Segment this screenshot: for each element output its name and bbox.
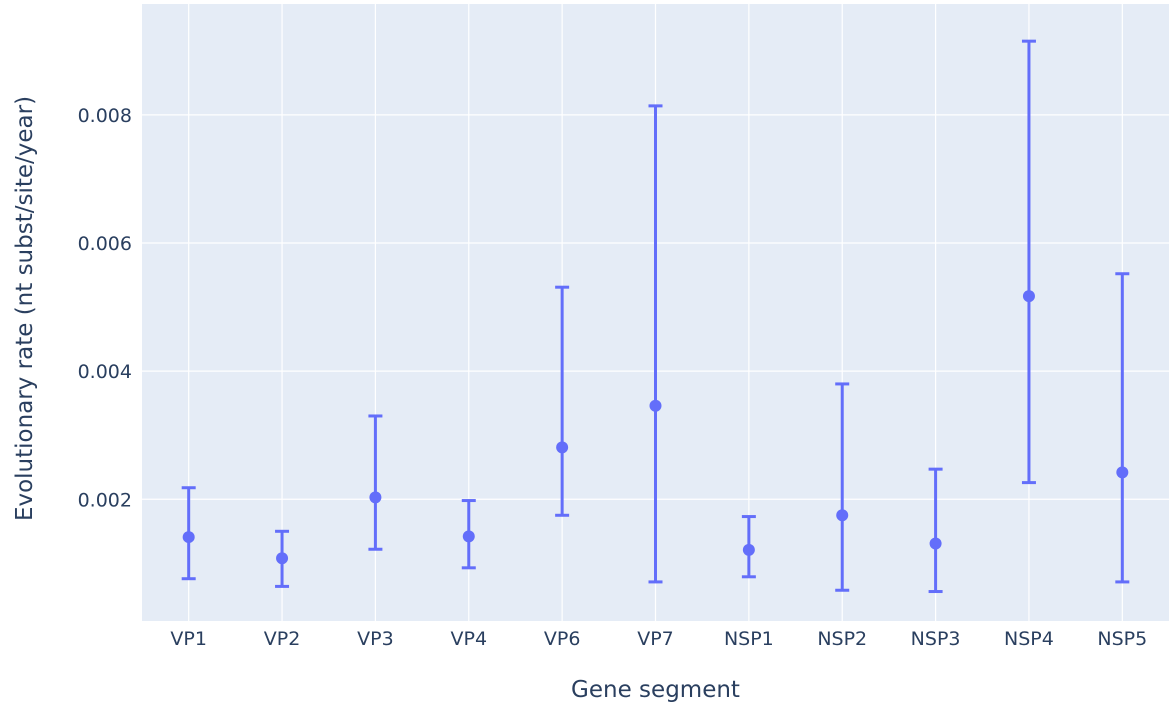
data-point: [836, 509, 849, 522]
data-point: [556, 441, 569, 454]
x-tick-label: VP1: [170, 628, 207, 650]
data-point: [929, 537, 942, 550]
x-tick-label: VP6: [544, 628, 581, 650]
error-bars: [181, 39, 1130, 594]
y-tick-label: 0.004: [78, 361, 132, 383]
y-tick-label: 0.006: [78, 233, 132, 255]
x-tick-label: VP7: [637, 628, 674, 650]
x-tick-label: VP4: [450, 628, 487, 650]
y-axis-title: Evolutionary rate (nt subst/site/year): [12, 96, 38, 521]
data-point: [276, 552, 289, 565]
y-tick-label: 0.008: [78, 105, 132, 127]
data-point: [182, 531, 195, 544]
x-tick-labels: VP1 VP2 VP3 VP4 VP6 VP7 NSP1 NSP2 NSP3 NSP4 NSP5: [170, 628, 1147, 650]
data-point: [369, 491, 382, 504]
x-tick-label: VP3: [357, 628, 394, 650]
x-tick-label: NSP5: [1097, 628, 1147, 650]
y-tick-labels: 0.002 0.004 0.006 0.008: [78, 105, 132, 511]
x-tick-label: NSP3: [911, 628, 961, 650]
data-point: [1116, 466, 1129, 479]
data-points: [182, 290, 1129, 565]
data-point: [649, 399, 662, 412]
x-tick-label: NSP1: [724, 628, 774, 650]
data-point: [742, 543, 755, 556]
data-point: [1022, 290, 1035, 303]
x-tick-label: VP2: [264, 628, 301, 650]
x-tick-label: NSP2: [817, 628, 867, 650]
y-tick-label: 0.002: [78, 489, 132, 511]
x-tick-label: NSP4: [1004, 628, 1054, 650]
data-point: [462, 530, 475, 543]
x-axis-title: Gene segment: [571, 677, 740, 703]
